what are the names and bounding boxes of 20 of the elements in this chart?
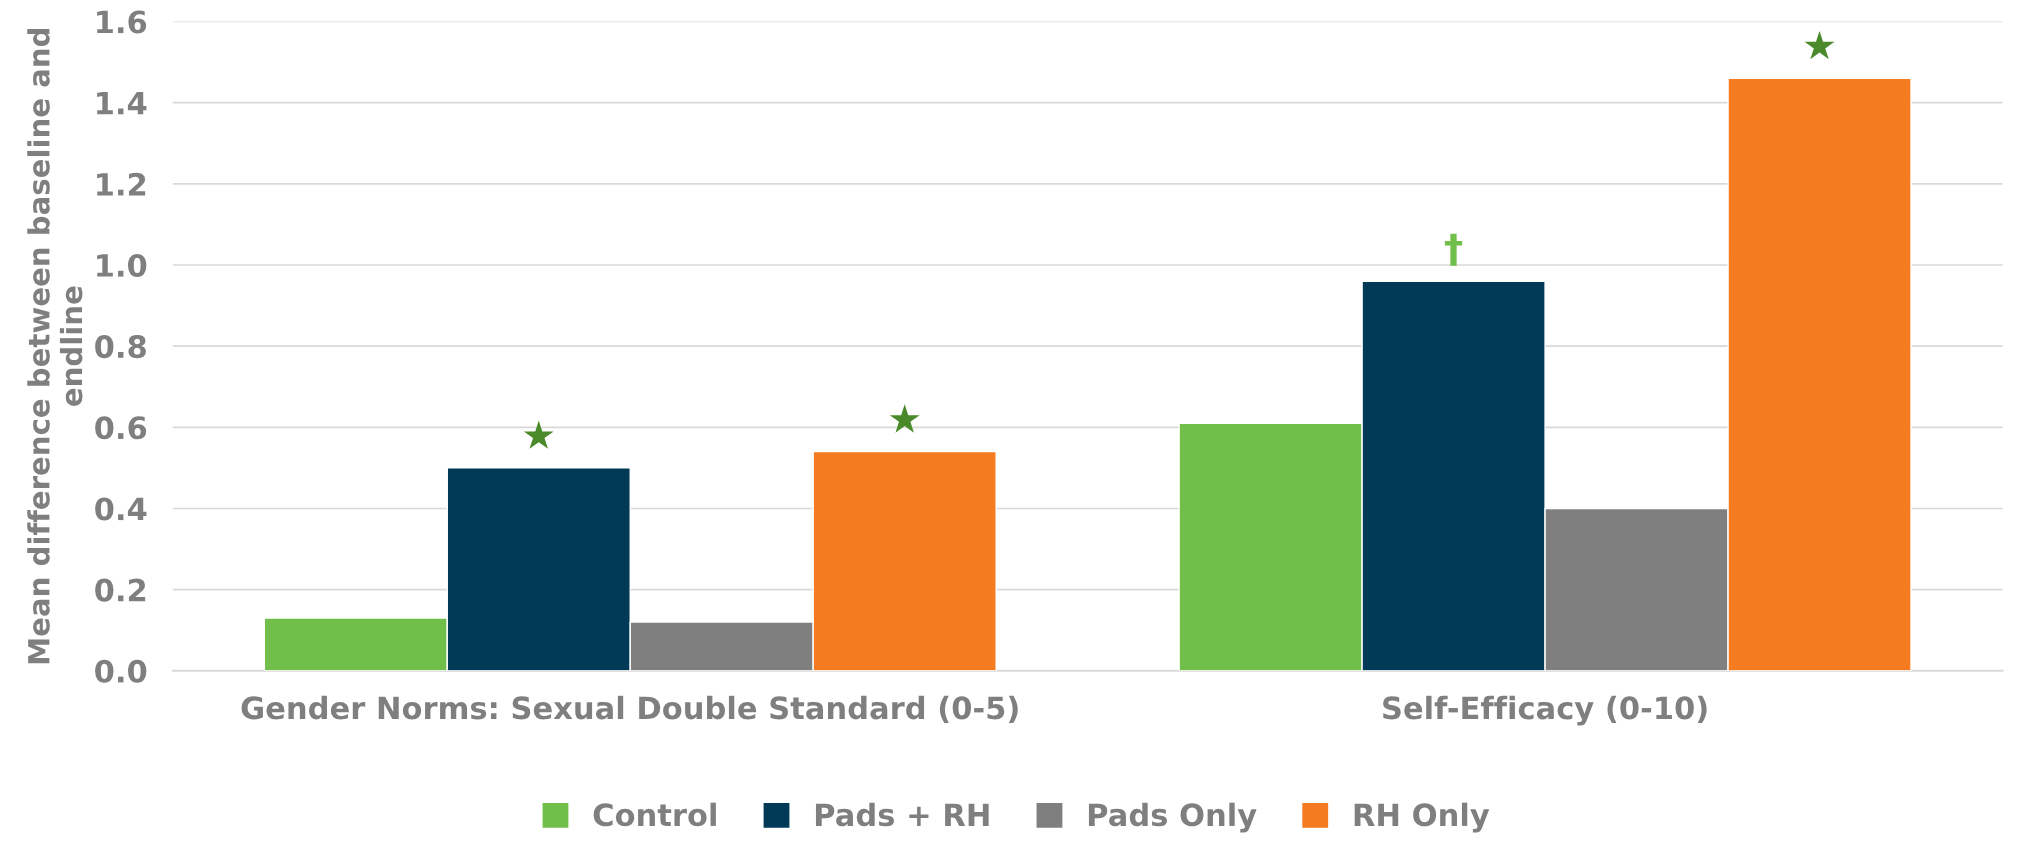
legend-label: Pads Only [1088,802,1257,833]
y-tick-label: 0.6 [95,416,147,440]
y-axis-title: Mean difference between baseline and endline [27,28,83,664]
y-tick-label: 0.0 [95,659,147,683]
legend-label: RH Only [1354,802,1490,833]
y-tick-label: 1.6 [97,10,147,34]
y-tick-label: 1.2 [97,172,146,196]
annotation: ★ [1804,30,1835,60]
y-tick-label: 0.8 [95,335,146,359]
y-tick-label: 0.4 [95,497,147,521]
legend-label: Pads + RH [815,802,989,827]
x-tick-label: Gender Norms: Sexual Double Standard (0-5) [241,695,1018,724]
annotation: ★ [889,404,920,433]
annotation: ★ [523,420,554,449]
x-tick-label: Self-Efficacy (0-10) [1383,695,1707,726]
y-tick-label: 1.0 [97,253,147,278]
legend-label: Control [593,802,716,827]
y-tick-label: 0.2 [95,578,146,602]
annotation: † [1444,233,1463,266]
y-tick-label: 1.4 [97,91,147,115]
